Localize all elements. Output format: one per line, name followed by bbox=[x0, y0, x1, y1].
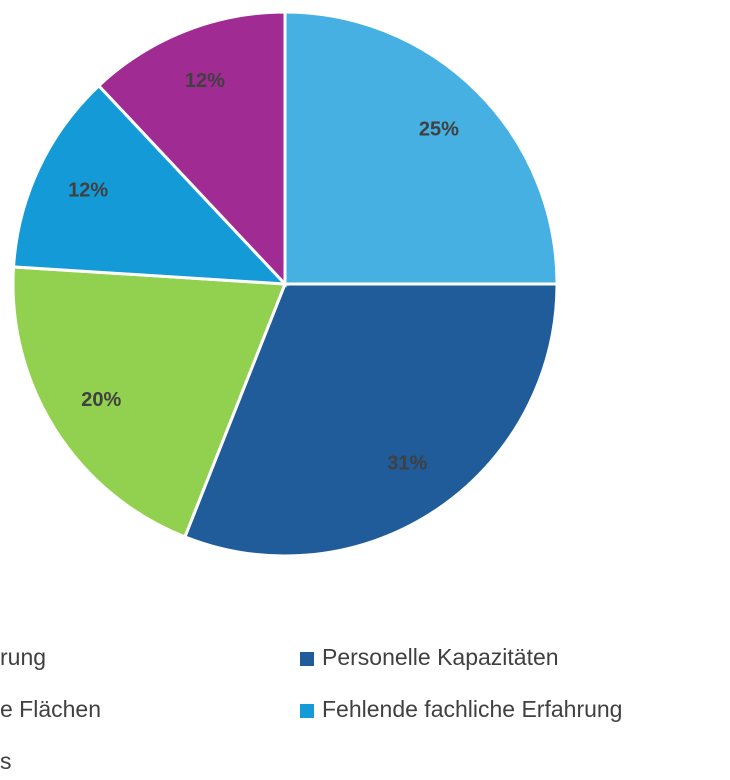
legend-label: Fehlende fachliche Erfahrung bbox=[322, 696, 622, 722]
pie-slice bbox=[182, 282, 559, 558]
legend-label: e Flächen bbox=[0, 696, 101, 722]
pie-slice bbox=[283, 10, 559, 286]
value-label: 12% bbox=[185, 70, 225, 92]
legend-marker bbox=[300, 652, 314, 666]
value-label: 20% bbox=[81, 389, 121, 411]
pie-slice bbox=[96, 10, 287, 288]
value-label: 12% bbox=[68, 180, 108, 202]
legend-label: rung bbox=[0, 644, 46, 670]
pie-slice bbox=[11, 265, 288, 539]
legend-label: s bbox=[0, 748, 12, 774]
legend-marker bbox=[300, 704, 314, 718]
value-label: 31% bbox=[387, 452, 427, 474]
value-label: 25% bbox=[419, 118, 459, 140]
legend-label: Personelle Kapazitäten bbox=[322, 644, 559, 670]
pie-slice bbox=[11, 83, 289, 286]
